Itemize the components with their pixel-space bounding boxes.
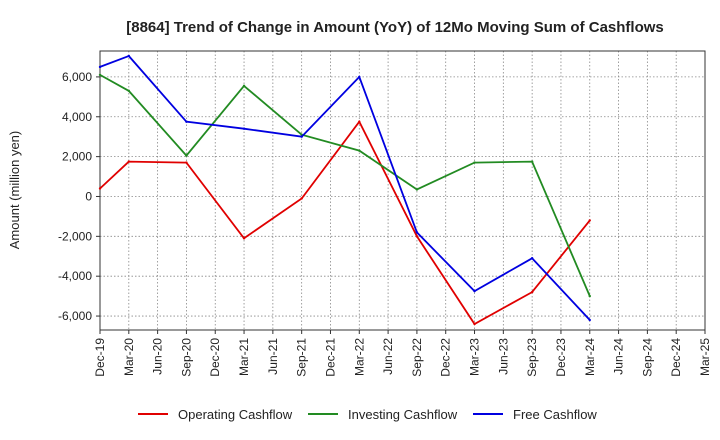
- x-tick-label: Jun-20: [151, 338, 165, 375]
- x-tick-label: Dec-24: [669, 338, 683, 377]
- x-tick-label: Dec-21: [323, 338, 337, 377]
- data-point: [185, 154, 188, 157]
- data-point: [588, 294, 591, 298]
- x-tick-label: Dec-19: [93, 338, 107, 377]
- data-point: [98, 187, 102, 190]
- data-point: [473, 289, 476, 293]
- data-point: [127, 89, 131, 93]
- x-tick-label: Dec-20: [208, 338, 222, 377]
- legend-label-2: Investing Cashflow: [348, 407, 458, 422]
- chart-title: [8864] Trend of Change in Amount (YoY) o…: [126, 19, 664, 36]
- data-point: [300, 197, 303, 200]
- legend: Operating Cashflow Investing Cashflow Free…: [138, 407, 597, 422]
- series-line-1: [99, 119, 591, 326]
- y-tick-label: 6,000: [62, 70, 92, 84]
- data-point: [473, 161, 476, 164]
- x-tick-label: Jun-21: [266, 338, 280, 375]
- x-tick-label: Dec-23: [554, 338, 568, 377]
- data-point: [300, 135, 303, 138]
- data-point: [588, 318, 591, 322]
- data-point: [415, 231, 419, 234]
- data-point: [530, 257, 534, 260]
- data-point: [242, 84, 246, 88]
- x-tick-label: Sep-22: [410, 338, 424, 377]
- legend-label-3: Free Cashflow: [513, 407, 597, 422]
- x-tick-label: Jun-24: [612, 338, 626, 375]
- y-tick-label: 4,000: [62, 110, 92, 124]
- x-tick-label: Mar-20: [122, 338, 136, 376]
- x-tick-label: Mar-21: [237, 338, 251, 376]
- x-tick-label: Sep-24: [640, 338, 654, 377]
- x-tick-label: Sep-20: [179, 338, 193, 377]
- data-point: [127, 54, 131, 58]
- data-point: [98, 73, 102, 77]
- y-tick-label: 2,000: [62, 150, 92, 164]
- data-point: [185, 161, 188, 164]
- series-line-2: [99, 74, 591, 297]
- plot-frame: [99, 50, 706, 331]
- x-tick-label: Sep-23: [525, 338, 539, 377]
- y-tick-label: 0: [85, 189, 92, 203]
- data-point: [530, 160, 534, 163]
- data-point: [185, 120, 188, 123]
- data-point: [530, 290, 534, 294]
- data-point: [358, 120, 361, 123]
- x-tick-label: Jun-22: [381, 338, 395, 375]
- series-line-3: [99, 54, 591, 321]
- x-tick-label: Jun-23: [496, 338, 510, 375]
- y-axis-label: Amount (million yen): [7, 131, 22, 250]
- data-point: [98, 65, 102, 69]
- data-point: [473, 322, 476, 326]
- data-point: [415, 235, 419, 238]
- x-tick-label: Mar-22: [352, 338, 366, 376]
- x-tick-label: Dec-22: [439, 338, 453, 377]
- data-point: [358, 75, 361, 79]
- data-point: [358, 149, 361, 152]
- grid: [99, 51, 706, 330]
- x-tick-label: Mar-25: [698, 338, 712, 376]
- series: [98, 54, 591, 326]
- data-point: [415, 188, 419, 191]
- x-tick-label: Mar-23: [468, 338, 482, 376]
- y-tick-label: -2,000: [58, 229, 92, 243]
- x-tick-label: Mar-24: [583, 338, 597, 376]
- axes: -6,000 -4,000 -2,000 0 2,000 4,000 6,000 Dec-19…: [58, 50, 712, 377]
- x-tick-label: Sep-21: [295, 338, 309, 377]
- data-point: [242, 127, 246, 130]
- y-tick-label: -4,000: [58, 269, 92, 283]
- legend-label-1: Operating Cashflow: [178, 407, 293, 422]
- data-point: [127, 160, 131, 163]
- y-tick-label: -6,000: [58, 309, 92, 323]
- data-point: [242, 237, 246, 240]
- data-point: [588, 219, 591, 222]
